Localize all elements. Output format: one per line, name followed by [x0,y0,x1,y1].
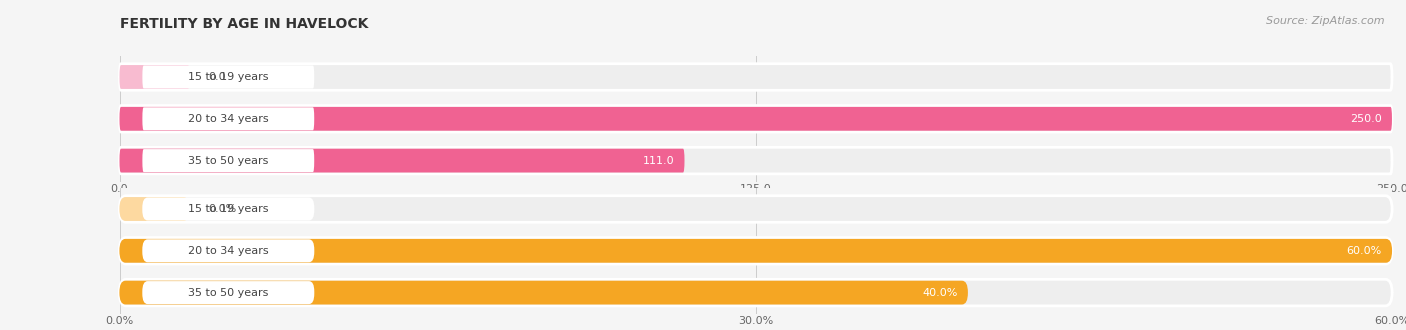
FancyBboxPatch shape [120,65,190,89]
Text: 35 to 50 years: 35 to 50 years [188,156,269,166]
FancyBboxPatch shape [120,147,1392,174]
FancyBboxPatch shape [142,149,314,172]
Text: 20 to 34 years: 20 to 34 years [188,114,269,124]
Text: 20 to 34 years: 20 to 34 years [188,246,269,256]
FancyBboxPatch shape [120,106,1392,132]
Text: 15 to 19 years: 15 to 19 years [188,72,269,82]
Text: 60.0%: 60.0% [1347,246,1382,256]
FancyBboxPatch shape [142,281,315,304]
FancyBboxPatch shape [142,107,314,130]
Text: 250.0: 250.0 [1350,114,1382,124]
FancyBboxPatch shape [120,197,190,221]
Text: 111.0: 111.0 [643,156,675,166]
FancyBboxPatch shape [120,279,1392,306]
Text: 35 to 50 years: 35 to 50 years [188,288,269,298]
FancyBboxPatch shape [142,239,315,262]
Text: Source: ZipAtlas.com: Source: ZipAtlas.com [1267,16,1385,26]
Text: 40.0%: 40.0% [922,288,957,298]
FancyBboxPatch shape [120,64,1392,90]
Text: FERTILITY BY AGE IN HAVELOCK: FERTILITY BY AGE IN HAVELOCK [120,16,368,30]
FancyBboxPatch shape [120,196,1392,222]
FancyBboxPatch shape [142,197,315,220]
Text: 0.0%: 0.0% [208,204,236,214]
FancyBboxPatch shape [120,238,1392,264]
Text: 15 to 19 years: 15 to 19 years [188,204,269,214]
FancyBboxPatch shape [120,149,685,173]
FancyBboxPatch shape [120,107,1392,131]
Text: 0.0: 0.0 [208,72,226,82]
FancyBboxPatch shape [142,65,314,88]
FancyBboxPatch shape [120,239,1392,263]
FancyBboxPatch shape [120,281,967,305]
